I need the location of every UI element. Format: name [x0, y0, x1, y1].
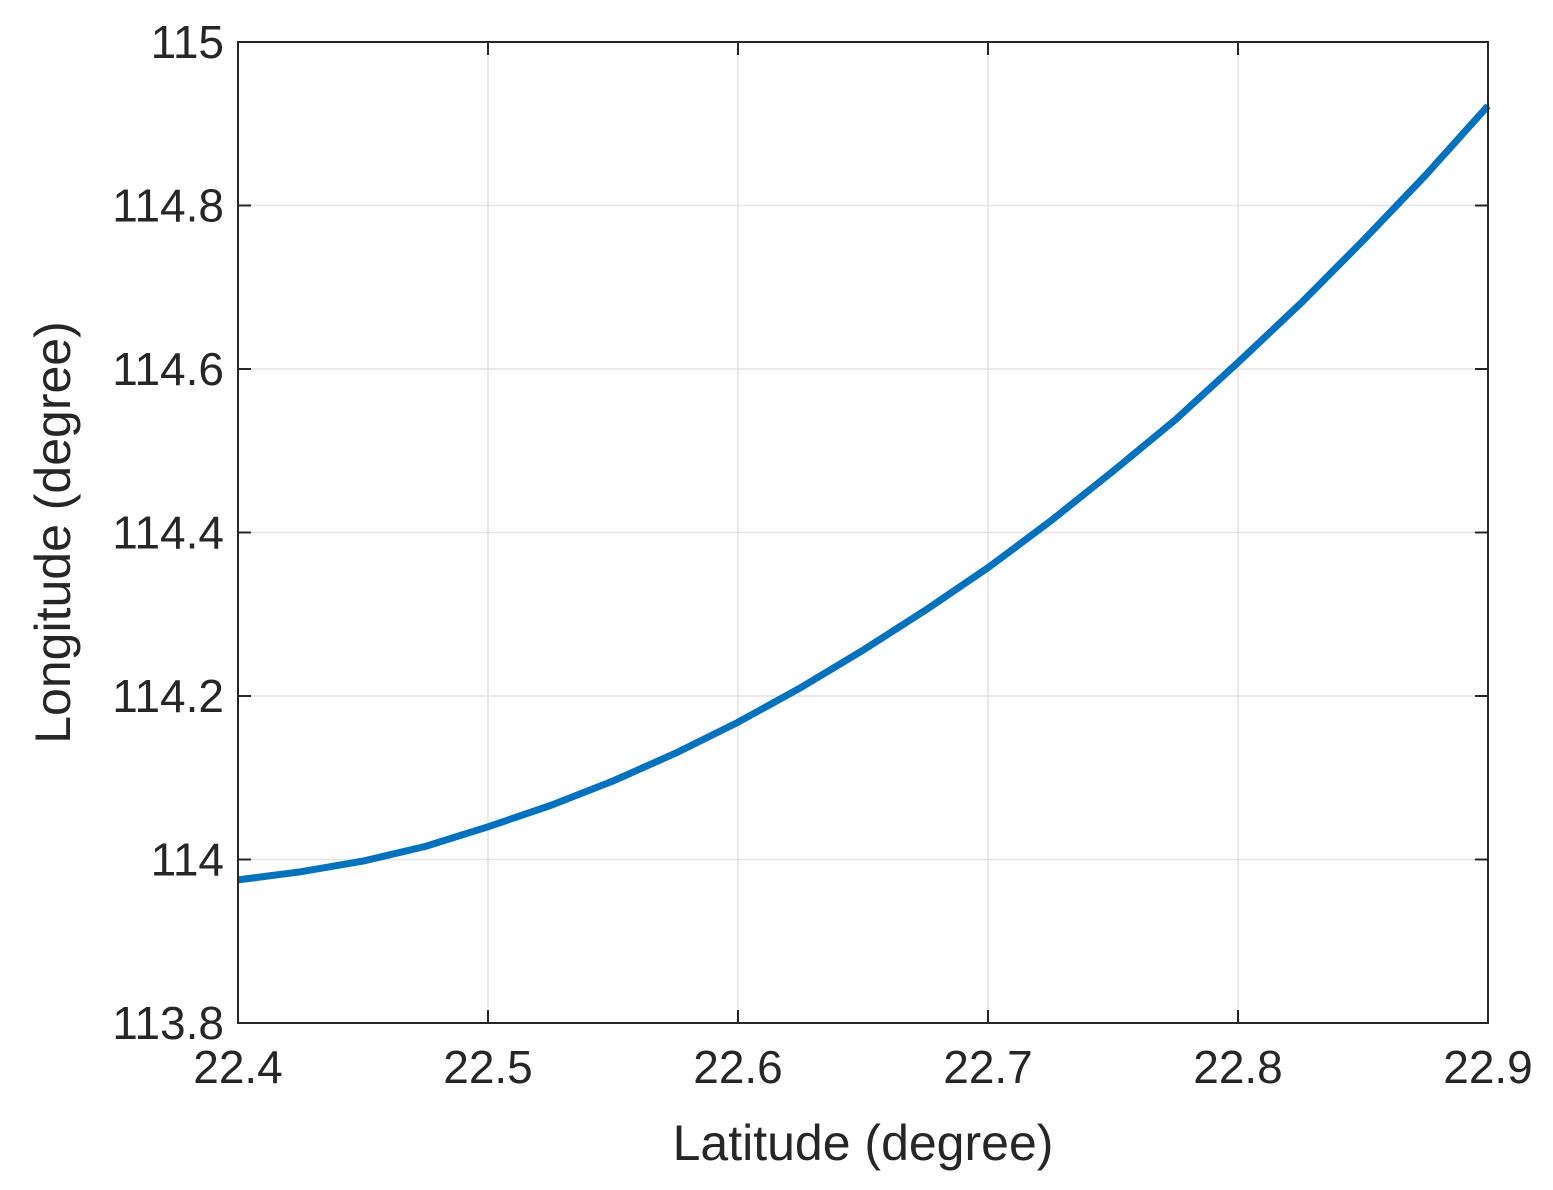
y-tick-label: 113.8	[112, 997, 224, 1049]
grid	[237, 41, 1489, 1024]
x-axis-title: Latitude (degree)	[673, 1115, 1054, 1171]
series-line	[237, 103, 1491, 884]
x-tick-label: 22.9	[1443, 1041, 1533, 1093]
x-tick-label: 22.7	[943, 1041, 1033, 1093]
y-tick-label: 115	[151, 16, 224, 68]
x-tick-label: 22.6	[693, 1041, 783, 1093]
ticks: 22.4 22.5 22.6 22.7 22.8 22.9 113.8 114 114.2 114…	[112, 16, 1532, 1093]
x-tick-label: 22.8	[1193, 1041, 1283, 1093]
x-tick-label: 22.4	[193, 1041, 283, 1093]
y-axis-title: Longitude (degree)	[25, 321, 81, 744]
x-tick-label: 22.5	[443, 1041, 533, 1093]
y-tick-label: 114.4	[112, 507, 224, 559]
series-layer	[237, 103, 1491, 884]
y-tick-label: 114.8	[112, 180, 224, 232]
y-tick-label: 114.2	[112, 670, 224, 722]
y-tick-label: 114	[151, 834, 224, 886]
y-tick-label: 114.6	[112, 343, 224, 395]
